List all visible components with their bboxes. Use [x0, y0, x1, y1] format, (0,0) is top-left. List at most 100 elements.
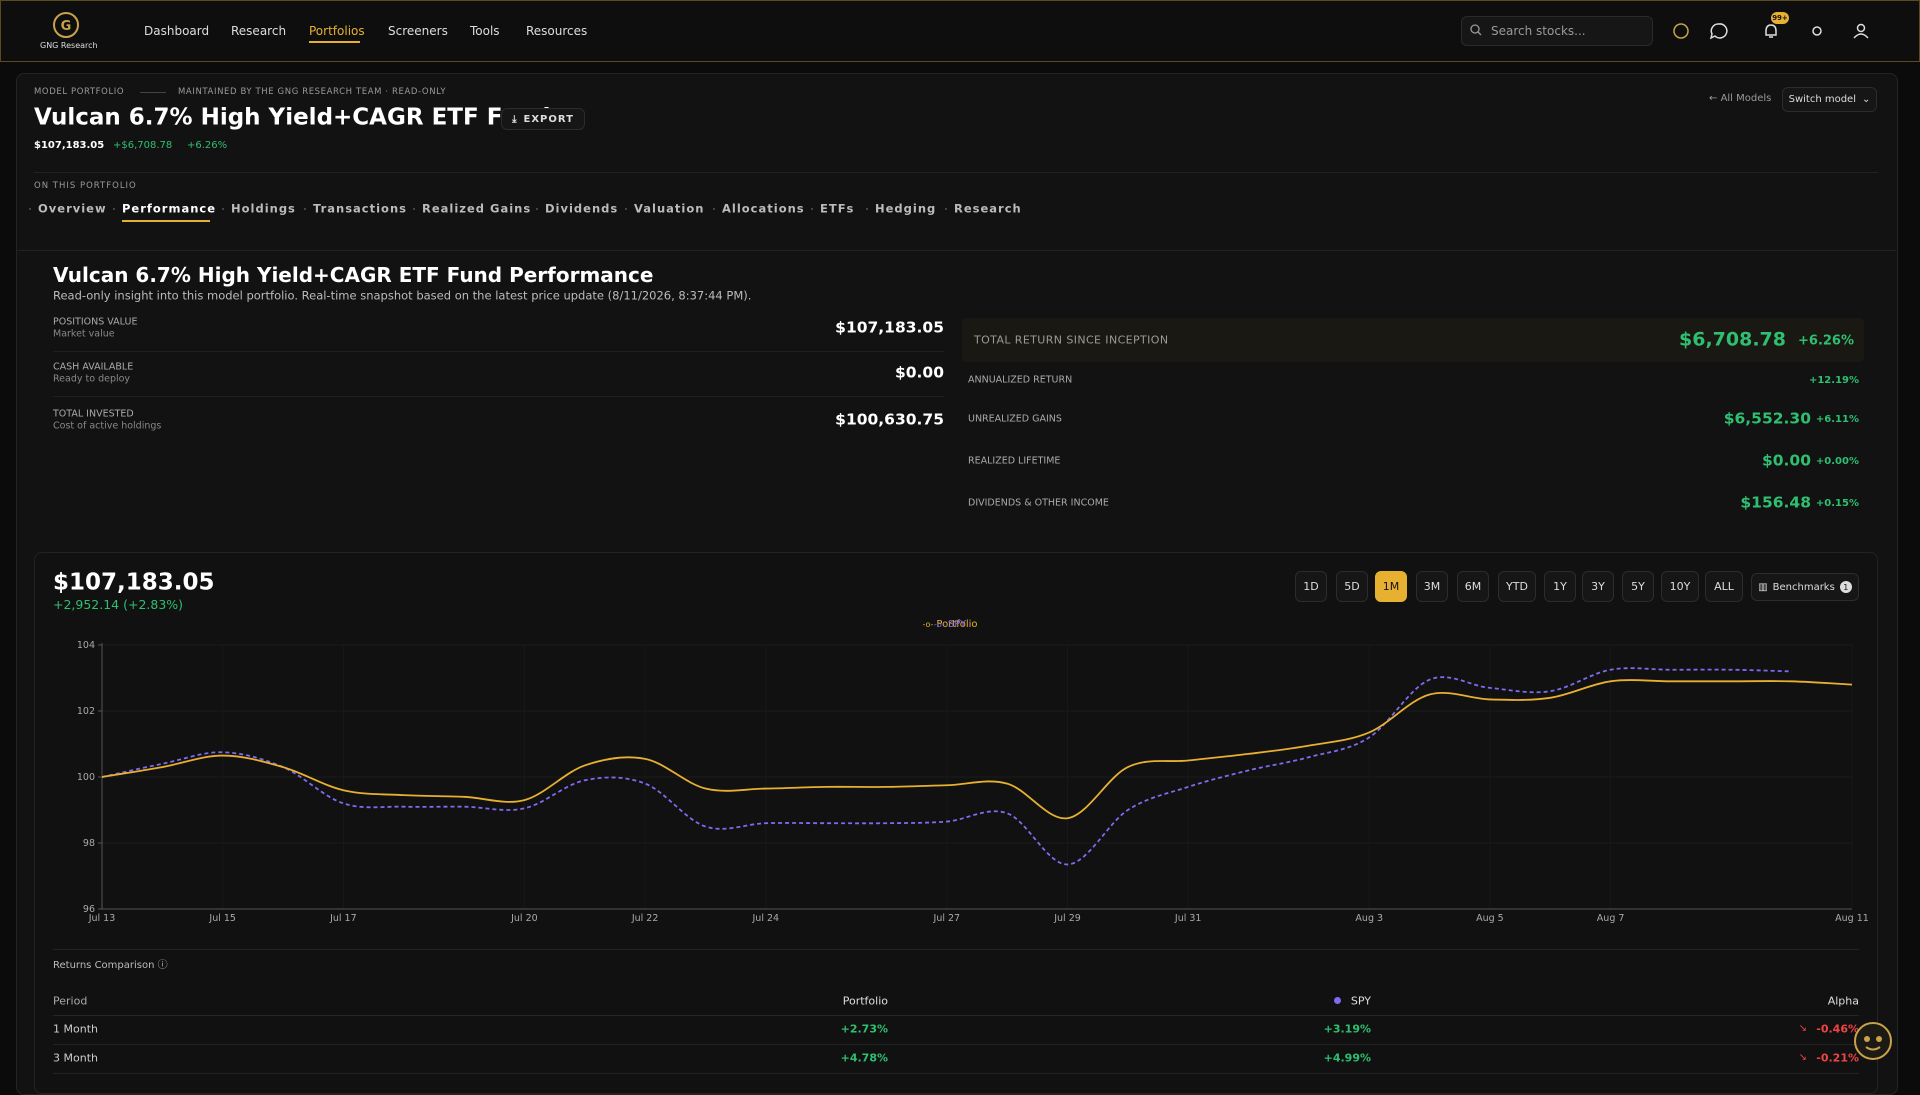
x-tick-label: Jul 27: [933, 913, 961, 924]
legend-swatch: -o-: [922, 620, 934, 629]
table-cell: 1 Month: [53, 1022, 98, 1036]
total-return-value: $6,708.78: [1679, 328, 1786, 351]
stat-value: $0.00: [1761, 451, 1811, 470]
nav-item[interactable]: Portfolios: [309, 24, 365, 38]
y-tick-label: 102: [77, 706, 95, 717]
tab[interactable]: Performance: [122, 201, 217, 216]
stat-value: $107,183.05: [835, 318, 944, 337]
table-header: SPY: [1350, 994, 1371, 1008]
x-tick-label: Jul 22: [631, 913, 659, 924]
benchmarks-button[interactable]: ▥ Benchmarks 1: [1751, 573, 1859, 601]
all-models[interactable]: ← All Models: [1709, 93, 1772, 104]
stat-label: TOTAL INVESTED: [53, 408, 134, 420]
total-return-label: TOTAL RETURN SINCE INCEPTION: [974, 333, 1169, 347]
stat-pct: +0.00%: [1815, 456, 1859, 467]
stat-value: $6,552.30: [1723, 409, 1811, 428]
search-icon: [1470, 24, 1482, 36]
range-button[interactable]: 3Y: [1582, 571, 1614, 602]
search-box[interactable]: [1461, 16, 1653, 46]
logo[interactable]: G: [48, 10, 84, 40]
header-change: +$6,708.78: [113, 140, 173, 151]
export-button[interactable]: ⤓ EXPORT: [501, 108, 585, 130]
legend-label: Portfolio: [936, 619, 978, 630]
nav-item[interactable]: Research: [231, 24, 287, 38]
tab[interactable]: Valuation: [634, 201, 705, 216]
divider: [34, 172, 1878, 173]
switch-model[interactable]: Switch model ⌄: [1782, 87, 1877, 112]
nav-item[interactable]: Resources: [526, 24, 588, 38]
x-tick-label: Jul 20: [510, 913, 538, 924]
tab[interactable]: ETFs: [820, 201, 855, 216]
tab[interactable]: Realized Gains: [422, 201, 532, 216]
tab[interactable]: Dividends: [545, 201, 619, 216]
tab-separator: [222, 208, 224, 210]
tab-separator: [866, 208, 868, 210]
tabs-label: ON THIS PORTFOLIO: [34, 180, 137, 191]
trend-icon: ↘: [1798, 1052, 1807, 1063]
x-tick-label: Aug 5: [1476, 913, 1504, 924]
table-cell: +3.19%: [1323, 1022, 1371, 1036]
nav-item[interactable]: Tools: [470, 24, 500, 38]
range-button[interactable]: 5Y: [1622, 571, 1654, 602]
range-button[interactable]: 6M: [1457, 571, 1489, 602]
stat-value: $156.48: [1740, 493, 1811, 512]
tab[interactable]: Hedging: [875, 201, 937, 216]
stat-label: ANNUALIZED RETURN: [968, 374, 1073, 386]
nav-underline: [309, 41, 360, 43]
stat-pct: +6.11%: [1815, 414, 1859, 425]
chevron: ⌄: [1862, 94, 1871, 105]
table-cell: +4.99%: [1323, 1051, 1371, 1065]
tab[interactable]: Transactions: [313, 201, 407, 216]
eyebrow: MODEL PORTFOLIO: [34, 86, 125, 97]
eyebrow-rule: [140, 92, 166, 93]
range-button[interactable]: ALL: [1705, 571, 1743, 602]
stat-label: CASH AVAILABLE: [53, 361, 134, 373]
range-button[interactable]: 1M: [1375, 571, 1407, 602]
y-tick-label: 100: [77, 772, 95, 783]
range-button[interactable]: 5D: [1336, 571, 1368, 602]
range-button[interactable]: 1Y: [1544, 571, 1576, 602]
range-button[interactable]: 3M: [1416, 571, 1448, 602]
search-placeholder: Search stocks...: [1491, 24, 1586, 38]
legend-item: -o- SPY: [934, 620, 966, 630]
table-header: Period: [53, 994, 88, 1008]
divider: [53, 949, 1859, 950]
assistant-avatar[interactable]: [1853, 1021, 1893, 1061]
tab-separator: [536, 208, 538, 210]
switch-model-label: Switch model: [1788, 94, 1856, 105]
performance-title: Vulcan 6.7% High Yield+CAGR ETF Fund Per…: [53, 263, 654, 287]
tab[interactable]: Overview: [38, 201, 107, 216]
chart-card: [34, 552, 1878, 1094]
divider: [16, 250, 1896, 251]
x-tick-label: Aug 7: [1597, 913, 1625, 924]
nav-item[interactable]: Dashboard: [144, 24, 210, 38]
bench-icon: ▥: [1758, 581, 1768, 593]
tab-separator: [945, 208, 947, 210]
nav-item[interactable]: Screeners: [388, 24, 448, 38]
export-label: EXPORT: [523, 113, 574, 125]
nav-icons[interactable]: [1668, 18, 1878, 44]
y-tick-label: 96: [83, 904, 95, 915]
stat-sublabel: Cost of active holdings: [53, 420, 162, 432]
stat-label: DIVIDENDS & OTHER INCOME: [968, 497, 1109, 509]
legend-swatch: -o-: [933, 620, 945, 629]
stat-divider: [53, 396, 944, 397]
stat-label: REALIZED LIFETIME: [968, 455, 1061, 467]
range-button[interactable]: 1D: [1295, 571, 1327, 602]
export-icon: ⤓: [512, 113, 518, 125]
stat-pct: +12.19%: [1808, 375, 1859, 386]
stat-value: $100,630.75: [835, 410, 944, 429]
range-button[interactable]: 10Y: [1661, 571, 1699, 602]
header-value: $107,183.05: [34, 140, 105, 151]
stat-value: $0.00: [894, 363, 944, 382]
x-tick-label: Aug 3: [1355, 913, 1383, 924]
x-tick-label: Aug 11: [1835, 913, 1869, 924]
tab[interactable]: Holdings: [231, 201, 296, 216]
range-button[interactable]: YTD: [1498, 571, 1536, 602]
x-tick-label: Jul 31: [1174, 913, 1202, 924]
performance-subtitle: Read-only insight into this model portfo…: [53, 288, 752, 303]
stat-label: POSITIONS VALUE: [53, 316, 138, 328]
tab[interactable]: Research: [954, 201, 1022, 216]
tab[interactable]: Allocations: [722, 201, 805, 216]
legend-item: -o- Portfolio: [922, 620, 977, 630]
